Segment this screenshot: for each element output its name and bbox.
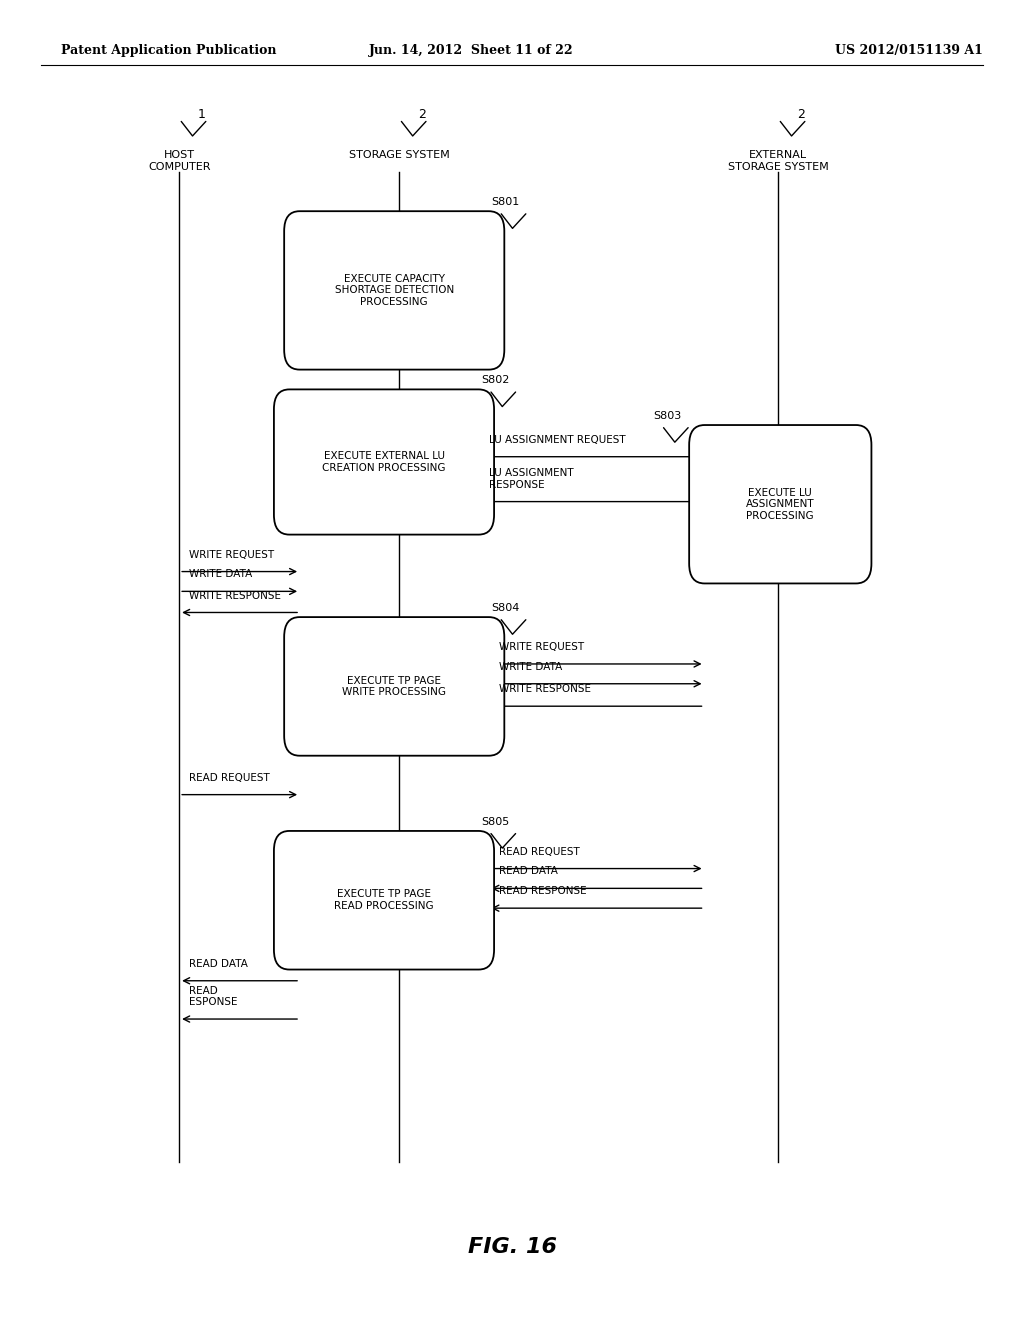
- Text: EXECUTE EXTERNAL LU
CREATION PROCESSING: EXECUTE EXTERNAL LU CREATION PROCESSING: [323, 451, 445, 473]
- Text: WRITE RESPONSE: WRITE RESPONSE: [189, 590, 282, 601]
- Text: Patent Application Publication: Patent Application Publication: [61, 44, 276, 57]
- Text: WRITE DATA: WRITE DATA: [189, 569, 253, 579]
- Text: HOST
COMPUTER: HOST COMPUTER: [147, 150, 211, 172]
- Text: EXECUTE CAPACITY
SHORTAGE DETECTION
PROCESSING: EXECUTE CAPACITY SHORTAGE DETECTION PROC…: [335, 273, 454, 308]
- Text: S805: S805: [481, 817, 509, 826]
- Text: WRITE REQUEST: WRITE REQUEST: [189, 549, 274, 560]
- Text: FIG. 16: FIG. 16: [468, 1237, 556, 1258]
- Text: 2: 2: [418, 108, 426, 121]
- Text: WRITE RESPONSE: WRITE RESPONSE: [499, 684, 591, 694]
- Text: Jun. 14, 2012  Sheet 11 of 22: Jun. 14, 2012 Sheet 11 of 22: [369, 44, 573, 57]
- Text: S802: S802: [481, 375, 509, 385]
- FancyBboxPatch shape: [273, 832, 494, 969]
- FancyBboxPatch shape: [284, 211, 504, 370]
- Text: READ
ESPONSE: READ ESPONSE: [189, 986, 238, 1007]
- Text: READ DATA: READ DATA: [189, 958, 248, 969]
- Text: WRITE REQUEST: WRITE REQUEST: [499, 642, 584, 652]
- Text: EXECUTE TP PAGE
WRITE PROCESSING: EXECUTE TP PAGE WRITE PROCESSING: [342, 676, 446, 697]
- Text: S803: S803: [653, 411, 682, 421]
- Text: READ REQUEST: READ REQUEST: [189, 772, 270, 783]
- Text: US 2012/0151139 A1: US 2012/0151139 A1: [836, 44, 983, 57]
- Text: STORAGE SYSTEM: STORAGE SYSTEM: [349, 150, 450, 161]
- FancyBboxPatch shape: [689, 425, 871, 583]
- Text: READ DATA: READ DATA: [499, 866, 557, 876]
- Text: 2: 2: [797, 108, 805, 121]
- Text: READ RESPONSE: READ RESPONSE: [499, 886, 587, 896]
- Text: READ REQUEST: READ REQUEST: [499, 846, 580, 857]
- FancyBboxPatch shape: [273, 389, 494, 535]
- Text: EXTERNAL
STORAGE SYSTEM: EXTERNAL STORAGE SYSTEM: [728, 150, 828, 172]
- Text: S804: S804: [492, 603, 519, 612]
- Text: EXECUTE TP PAGE
READ PROCESSING: EXECUTE TP PAGE READ PROCESSING: [334, 890, 434, 911]
- Text: LU ASSIGNMENT REQUEST: LU ASSIGNMENT REQUEST: [489, 434, 626, 445]
- Text: WRITE DATA: WRITE DATA: [499, 661, 562, 672]
- Text: 1: 1: [198, 108, 206, 121]
- Text: EXECUTE LU
ASSIGNMENT
PROCESSING: EXECUTE LU ASSIGNMENT PROCESSING: [745, 487, 815, 521]
- Text: S801: S801: [492, 197, 519, 207]
- FancyBboxPatch shape: [284, 618, 504, 755]
- Text: LU ASSIGNMENT
RESPONSE: LU ASSIGNMENT RESPONSE: [489, 469, 574, 490]
